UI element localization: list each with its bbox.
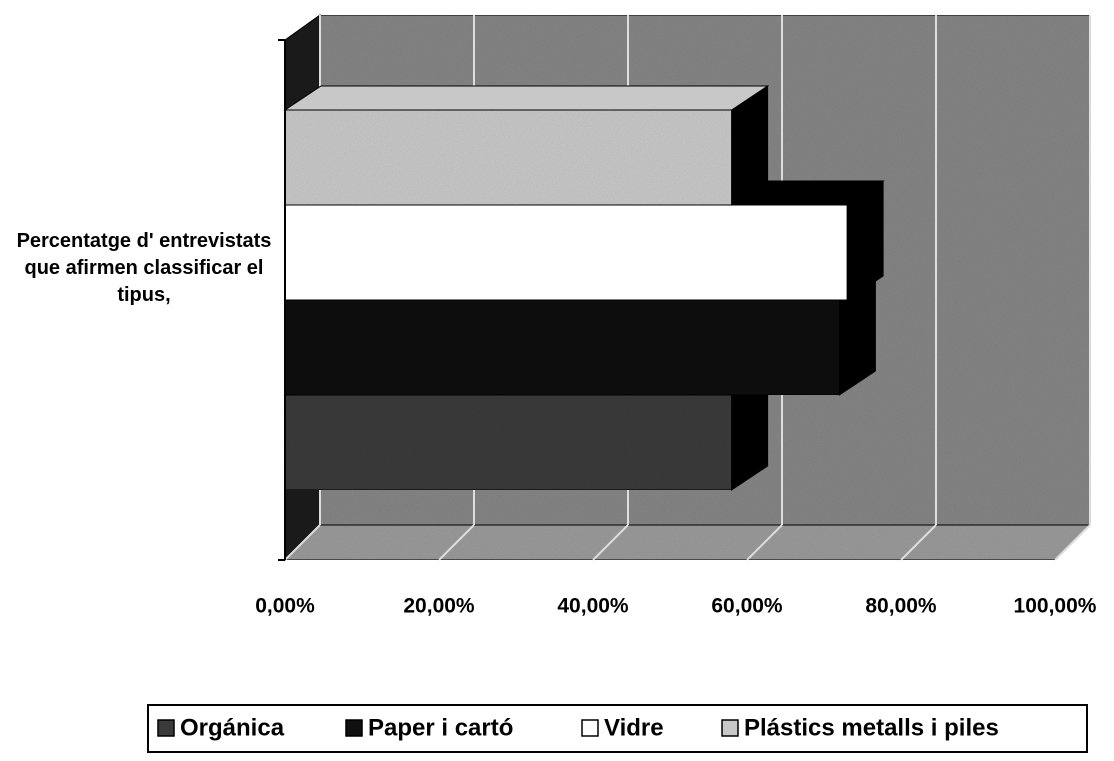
bar — [284, 109, 733, 206]
category-label: Percentatge d' entrevistats que afirmen … — [16, 230, 272, 306]
bar — [284, 299, 840, 396]
legend-label: Paper i cartó — [368, 714, 513, 741]
x-tick-label: 80,00% — [865, 595, 937, 618]
legend-label: Vidre — [604, 714, 664, 741]
grid-line — [1054, 524, 1091, 561]
grid-line — [900, 524, 937, 561]
bars — [283, 85, 885, 491]
x-tick-label: 0,00% — [255, 595, 315, 618]
legend-swatch — [721, 719, 739, 737]
legend-box — [147, 704, 1088, 753]
legend-swatch — [345, 719, 363, 737]
bar — [284, 204, 848, 301]
grid-line — [284, 524, 321, 561]
legend: Orgánica Paper i cartó Vidre Plástics metal… — [157, 714, 999, 741]
floor — [283, 524, 1092, 561]
legend-label: Plástics metalls i piles — [744, 714, 999, 741]
grid-line — [592, 524, 629, 561]
bar — [284, 394, 733, 491]
grid-line — [438, 524, 475, 561]
bar-top — [283, 85, 770, 111]
x-tick-label: 40,00% — [557, 595, 629, 618]
legend-swatch — [581, 719, 599, 737]
x-tick-label: 20,00% — [403, 595, 475, 618]
grid-line — [746, 524, 783, 561]
legend-swatch — [157, 719, 175, 737]
legend-label: Orgánica — [180, 714, 285, 741]
x-tick-label: 60,00% — [711, 595, 783, 618]
x-tick-label: 100,00% — [1014, 595, 1097, 618]
